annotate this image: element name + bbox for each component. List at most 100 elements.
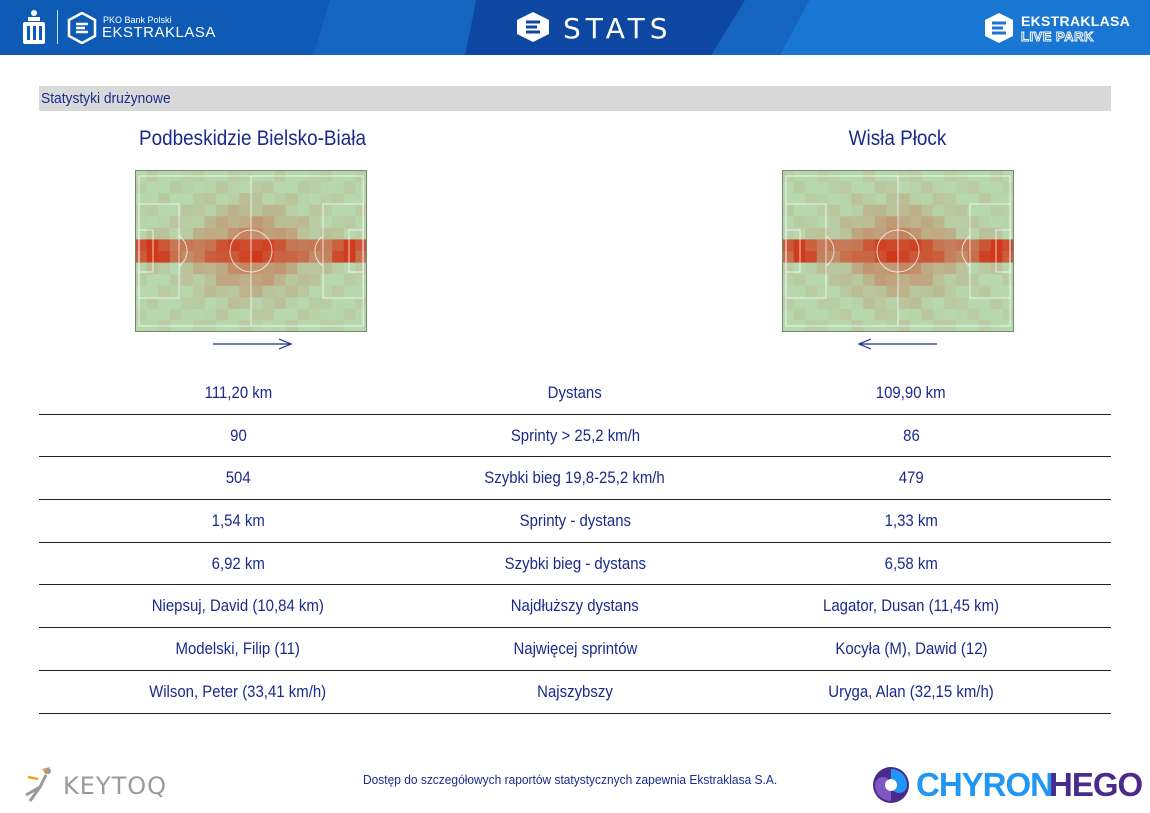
heatmap-cell [309,297,322,310]
heatmap-cell [956,274,969,287]
stat-label: Sprinty - dystans [519,511,631,531]
heatmap-cell [251,251,264,264]
heatmap-cell [979,285,992,298]
heatmap-cell [309,308,322,321]
heatmap-cell [828,227,841,240]
heatmap-cell [332,216,345,229]
away-attack-direction-arrow-icon [857,338,937,350]
heatmap-cell [956,216,969,229]
heatmap-cell [181,204,194,217]
heatmap-cell [262,274,275,287]
heatmap-cell [169,216,182,229]
heatmap-cell [863,251,876,264]
heatmap-cell [262,227,275,240]
heatmap-cell [285,285,298,298]
heatmap-cell [909,239,922,252]
heatmap-cell [239,262,252,275]
heatmap-cell [193,239,206,252]
heatmap-cell [169,193,182,206]
heatmap-cell [1002,285,1014,298]
heatmap-cell [828,285,841,298]
heatmap-cell [805,297,818,310]
heatmap-cell [239,216,252,229]
heatmap-cell [251,193,264,206]
heatmap-cell [251,285,264,298]
heatmap-cell [921,216,934,229]
away-team-heatmap [782,170,1014,332]
heatmap-cell [863,227,876,240]
away-team-name: Wisła Płock [848,127,947,150]
heatmap-cell [1002,193,1014,206]
heatmap-cell [135,308,148,321]
heatmap-cell [898,297,911,310]
table-row: Niepsuj, David (10,84 km) Najdłuższy dys… [39,585,1111,629]
heatmap-cell [158,216,171,229]
heatmap-cell [816,227,829,240]
heatmap-cell [874,262,887,275]
chyronhego-logo-text-part1: CHYRON [916,766,1054,803]
heatmap-cell [285,216,298,229]
heatmap-cell [782,239,795,252]
home-value: 1,54 km [211,511,265,531]
heatmap-cell [251,262,264,275]
heatmap-cell [782,262,795,275]
keytoq-logo-text: KEYTOQ [63,772,168,800]
heatmap-cell [262,181,275,194]
heatmap-cell [309,285,322,298]
heatmap-cell [355,227,367,240]
heatmap-cell [793,297,806,310]
heatmap-cell [979,204,992,217]
pitch-line [876,229,920,273]
heatmap-cell [1002,262,1014,275]
heatmap-cell [285,193,298,206]
heatmap-cell [332,227,345,240]
heatmap-cell [204,274,217,287]
heatmap-cell [355,193,367,206]
heatmap-cell [851,193,864,206]
heatmap-cell [828,181,841,194]
heatmap-cell [863,193,876,206]
heatmap-cell [944,227,957,240]
heatmap-cell [979,227,992,240]
heatmap-cell [343,181,356,194]
heatmap-cell [297,181,310,194]
heatmap-cell [816,204,829,217]
heatmap-cell [967,181,980,194]
heatmap-cell [782,181,795,194]
heatmap-cell [239,285,252,298]
heatmap-cell [204,239,217,252]
heatmap-cell [886,251,899,264]
heatmap-cell [782,297,795,310]
heatmap-cell [840,262,853,275]
heatmap-cell [285,274,298,287]
heatmap-cell [169,285,182,298]
heatmap-cell [886,274,899,287]
heatmap-cell [216,193,229,206]
heatmap-cell [309,251,322,264]
heatmap-cell [990,297,1003,310]
heatmap-cell [146,274,159,287]
heatmap-cell [898,239,911,252]
heatmap-cell [355,204,367,217]
heatmap-cell [793,308,806,321]
live-park-logo-icon [985,13,1013,43]
heatmap-cell [146,181,159,194]
heatmap-cell [146,285,159,298]
heatmap-cell [863,274,876,287]
heatmap-cell [181,297,194,310]
stat-label: Najszybszy [537,681,613,701]
sponsor-name: PKO Bank Polski [103,15,172,25]
heatmap-cell [874,274,887,287]
heatmap-cell [967,297,980,310]
heatmap-cell [863,239,876,252]
heatmap-cell [793,285,806,298]
header-divider [57,10,58,44]
heatmap-cell [816,181,829,194]
league-name: EKSTRAKLASA [102,24,216,41]
heatmap-cell [204,216,217,229]
heatmap-cell [169,251,182,264]
heatmap-cell [297,262,310,275]
heatmap-cell [921,262,934,275]
heatmap-cell [332,297,345,310]
heatmap-cell [782,193,795,206]
